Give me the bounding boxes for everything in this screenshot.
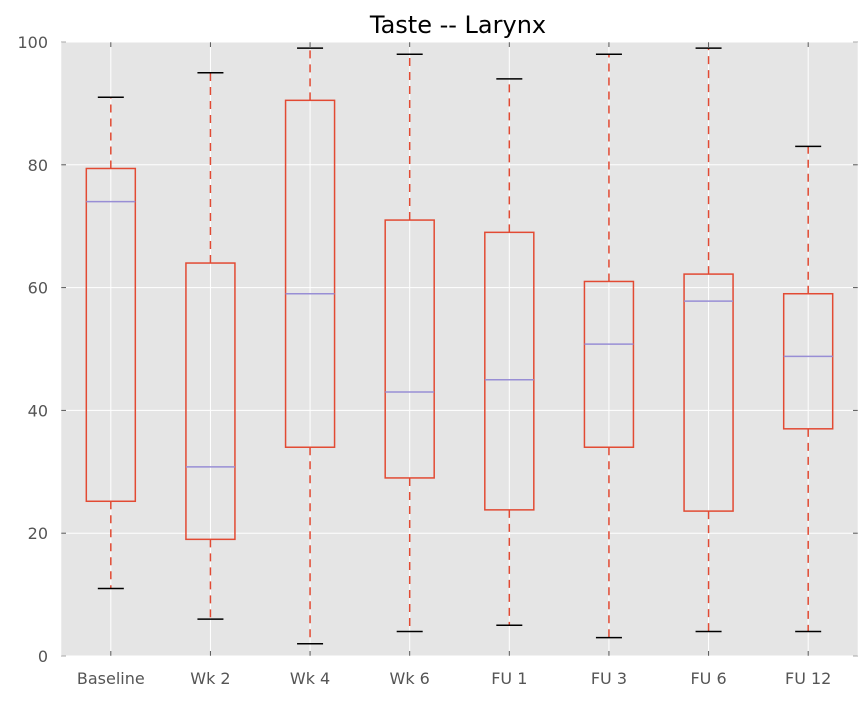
box-fu-1 [484, 78, 535, 627]
box-body [384, 219, 435, 479]
box-fu-3 [583, 53, 635, 639]
y-tick-label: 20 [28, 524, 48, 543]
chart-title: Taste -- Larynx [369, 11, 546, 39]
box-body [185, 262, 236, 541]
x-tick-label: Wk 6 [390, 669, 430, 688]
x-tick-label: FU 12 [785, 669, 831, 688]
axes-frame [60, 41, 859, 657]
boxes [85, 47, 834, 645]
box-wk-4 [284, 47, 336, 645]
y-tick-label: 0 [38, 647, 48, 666]
x-tick-label: FU 1 [491, 669, 527, 688]
box-baseline [85, 96, 137, 590]
x-tick-label: Wk 4 [290, 669, 330, 688]
box-wk-6 [384, 53, 435, 633]
x-tick-label: Baseline [77, 669, 145, 688]
y-tick-label: 80 [28, 156, 48, 175]
box-body [782, 292, 834, 430]
box-wk-2 [185, 71, 236, 620]
plot-area [61, 42, 858, 656]
box-body [484, 231, 535, 511]
box-fu-12 [782, 145, 834, 633]
y-tick-label: 60 [28, 279, 48, 298]
tick-labels: 0 20 40 60 80 100 Baseline Wk 2 Wk 4 Wk 6 FU 1 FU 3… [17, 33, 831, 688]
x-tick-label: FU 6 [690, 669, 726, 688]
box-fu-6 [683, 47, 734, 633]
box-body [583, 280, 635, 448]
axes [60, 41, 859, 657]
x-tick-label: FU 3 [591, 669, 627, 688]
x-tick-label: Wk 2 [190, 669, 230, 688]
box-body [683, 273, 734, 512]
y-tick-label: 100 [17, 33, 48, 52]
y-tick-label: 40 [28, 401, 48, 420]
box-body [284, 99, 336, 448]
box-body [85, 167, 137, 503]
